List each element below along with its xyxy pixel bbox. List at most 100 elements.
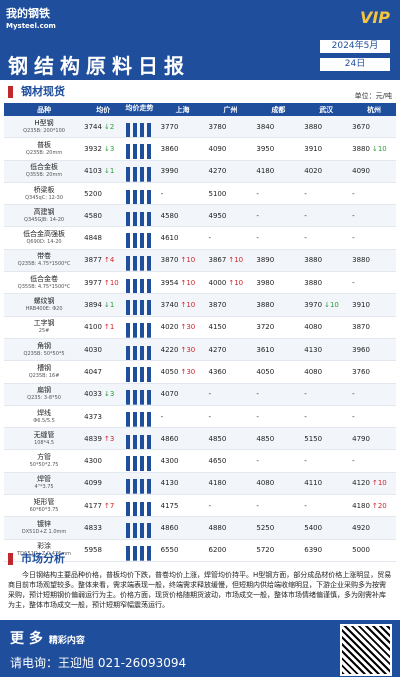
price: 6200 (208, 546, 227, 555)
price: 3950 (256, 144, 275, 153)
city-price: 5150 (300, 435, 348, 443)
table-row: 方管 50*50*2.75 4300 4300 4650- - - (4, 450, 396, 473)
change: ↑30 (180, 345, 196, 354)
price: 3990 (160, 167, 179, 176)
city-price: - (300, 190, 348, 198)
avg-price: 4300 (84, 457, 122, 465)
price: 4090 (208, 144, 227, 153)
trend-bars (122, 338, 157, 361)
city-price: 3980 (252, 279, 300, 287)
product-spec: TDC51D+Z 0.476mm (17, 551, 71, 558)
price: 4650 (208, 457, 227, 466)
city-price: - (252, 390, 300, 398)
price: - (256, 234, 259, 243)
city-price: - (348, 413, 396, 421)
product-name: 高建钢 (33, 207, 55, 216)
avg-price: 4839 ↑3 (84, 435, 122, 443)
city-price: 4270 (205, 346, 253, 354)
product: 彩涂 TDC51D+Z 0.476mm (4, 542, 84, 558)
price: 4848 (84, 234, 102, 243)
city-price: 3860 (157, 145, 205, 153)
city-price: 3880 (252, 301, 300, 309)
city-price: 3760 (348, 368, 396, 376)
trend-bars (122, 316, 157, 338)
price: 4300 (84, 457, 102, 466)
table-row: 镀锌 DX51D+Z 1.0mm 4833 4860 4880 5250 5400 4920 (4, 517, 396, 540)
product: 焊线 Φ6.5/5.5 (4, 409, 84, 425)
product-spec: 60*60*3.75 (29, 506, 59, 513)
price: 4100 (84, 323, 102, 332)
product-spec: DX51D+Z 1.0mm (21, 528, 67, 535)
price: 5400 (304, 523, 323, 532)
price: 4000 (208, 278, 227, 287)
price: 4180 (256, 167, 275, 176)
change: ↓10 (371, 144, 387, 153)
city-price: - (157, 413, 205, 421)
table-row: 矩形管 60*60*3.75 4177 ↑7 4175- - -4180 ↑20 (4, 495, 396, 518)
city-price: 6390 (300, 546, 348, 554)
change: ↓3 (103, 390, 115, 399)
product-spec: Q690D: 14-20 (26, 239, 62, 246)
city-price: - (300, 413, 348, 421)
product-spec: Q235B: 4.75*1500*C (17, 261, 71, 268)
price: - (256, 457, 259, 466)
city-price: 5000 (348, 546, 396, 554)
price: 5250 (256, 523, 275, 532)
qr-code (340, 624, 392, 676)
price: 4220 (160, 345, 179, 354)
more: 更 多精彩内容 (10, 628, 85, 648)
city-price: 6550 (157, 546, 205, 554)
change: ↑10 (180, 278, 196, 287)
product-name: 低合金板 (30, 163, 59, 172)
product: 带卷 Q235B: 4.75*1500*C (4, 252, 84, 268)
price: 3840 (256, 122, 275, 131)
price: 3860 (160, 144, 179, 153)
logo-text: 我的钢铁 (6, 7, 50, 20)
product: 低合金高强板 Q690D: 14-20 (4, 230, 84, 246)
unit: 单位：元/吨 (354, 92, 392, 100)
contact: 请电询：王迎旭 021-26093094 (10, 656, 187, 670)
change: ↑30 (180, 323, 196, 332)
price: 4047 (84, 367, 102, 376)
change: ↓10 (324, 301, 339, 310)
price: - (160, 412, 164, 421)
city-price: - (252, 413, 300, 421)
change: ↑7 (103, 501, 115, 510)
price: - (208, 234, 212, 243)
product-name: 低合金高强板 (23, 230, 66, 239)
city-price: 4130 (300, 346, 348, 354)
avg-price: 3977 ↑10 (84, 279, 122, 287)
price: 3870 (208, 301, 227, 310)
price: 4070 (160, 390, 179, 399)
price: 5150 (304, 434, 323, 443)
city-price: 4950 (205, 212, 253, 220)
city-price: 4850 (252, 435, 300, 443)
city-price: 3960 (348, 346, 396, 354)
city-price: 3870 ↑10 (157, 256, 205, 264)
city-price: - (348, 457, 396, 465)
city-price: 4020 (300, 167, 348, 175)
price: - (352, 234, 355, 243)
table-row: 普板 Q235B: 20mm 3932 ↓3 3860 4090 3950 3910 3880 ↓… (4, 138, 396, 161)
table-row: 桥梁板 Q345qC: 12-30 5200-5100- - - (4, 182, 396, 206)
column-header: 上海 (175, 105, 190, 114)
avg-price: 5958 (84, 546, 122, 554)
table-row: 低合金板 Q355B: 20mm 4103 ↓1 3990 4270 4180 4020 409… (4, 160, 396, 183)
price: 3760 (352, 367, 370, 376)
city-price: - (348, 390, 396, 398)
price: 3932 (84, 144, 102, 153)
price: - (256, 390, 259, 399)
city-price: - (300, 502, 348, 510)
price: 4850 (256, 434, 275, 443)
price: 4920 (352, 523, 370, 532)
product-spec: 4"*3.75 (34, 484, 54, 491)
trend-bars (122, 205, 157, 227)
city-price: 3890 (252, 256, 300, 264)
price: 4020 (304, 167, 323, 176)
price: 4080 (304, 367, 323, 376)
price: 4860 (160, 434, 179, 443)
change: ↑10 (371, 479, 387, 488)
avg-price: 3932 ↓3 (84, 145, 122, 153)
city-price: - (252, 457, 300, 465)
city-price: 4180 ↑20 (348, 502, 396, 510)
